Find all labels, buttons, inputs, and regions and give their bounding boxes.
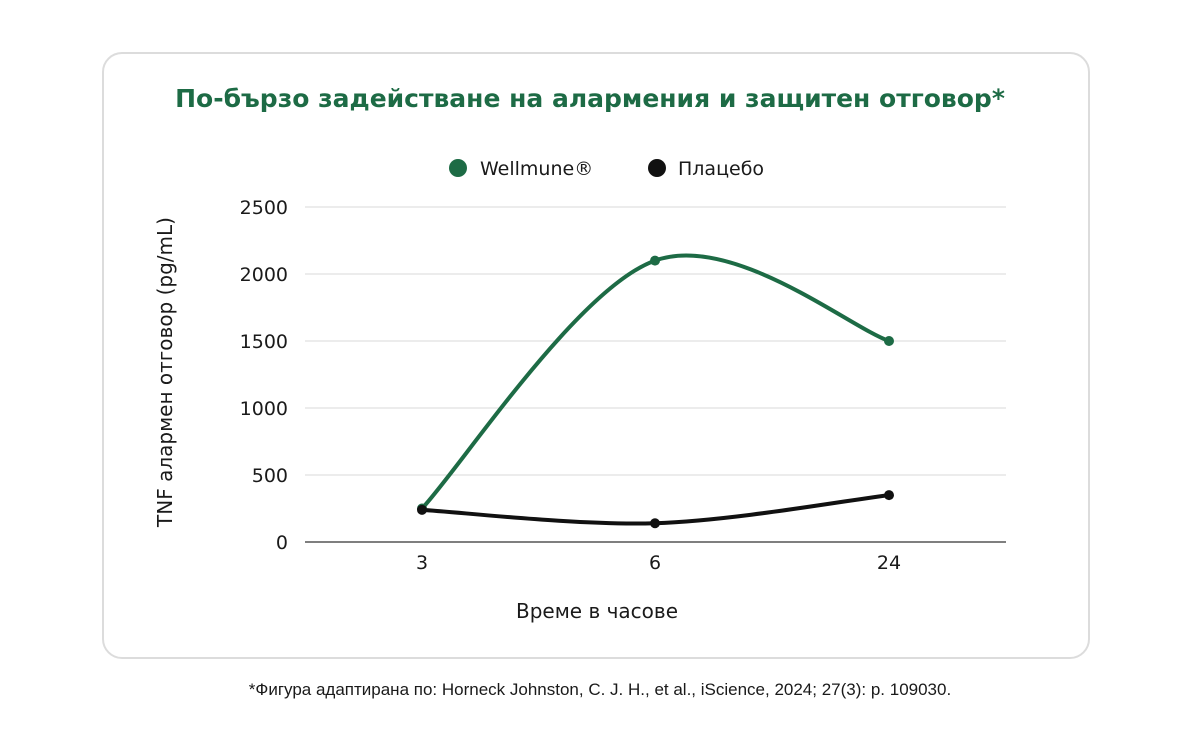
- y-tick-label: 0: [276, 532, 288, 554]
- y-axis-label: TNF алармен отговор (pg/mL): [153, 217, 177, 528]
- series-lines: [420, 253, 891, 526]
- legend-marker-placebo: [648, 159, 666, 177]
- data-point-1-2: [884, 490, 894, 501]
- y-tick-label: 1500: [240, 331, 288, 353]
- source-footnote: *Фигура адаптирана по: Horneck Johnston,…: [248, 680, 952, 699]
- chart-title: По-бързо задействане на алармения и защи…: [175, 84, 1005, 113]
- legend-marker-wellmune: [449, 159, 467, 177]
- x-tick-label: 3: [416, 552, 428, 574]
- y-tick-labels: 0 500 1000 1500 2000 2500: [240, 197, 288, 554]
- y-tick-label: 2500: [240, 197, 288, 219]
- x-tick-label: 6: [649, 552, 661, 574]
- chart-card: [102, 52, 1090, 659]
- x-tick-label: 24: [877, 552, 901, 574]
- legend-label-wellmune: Wellmune®: [480, 158, 593, 180]
- legend: Wellmune® Плацебо: [449, 158, 764, 180]
- data-point-1-0: [417, 504, 427, 515]
- y-tick-label: 500: [252, 465, 288, 487]
- x-tick-labels: 3 6 24: [416, 552, 901, 574]
- x-axis-label: Време в часове: [516, 599, 678, 623]
- legend-label-placebo: Плацебо: [678, 158, 764, 180]
- data-points: [417, 255, 894, 529]
- data-point-0-2: [884, 336, 894, 346]
- gridlines: [305, 206, 1006, 543]
- data-point-1-1: [650, 518, 660, 529]
- series-line-0: [420, 253, 891, 511]
- y-tick-label: 1000: [240, 398, 288, 420]
- y-tick-label: 2000: [240, 264, 288, 286]
- data-point-0-1: [650, 255, 660, 266]
